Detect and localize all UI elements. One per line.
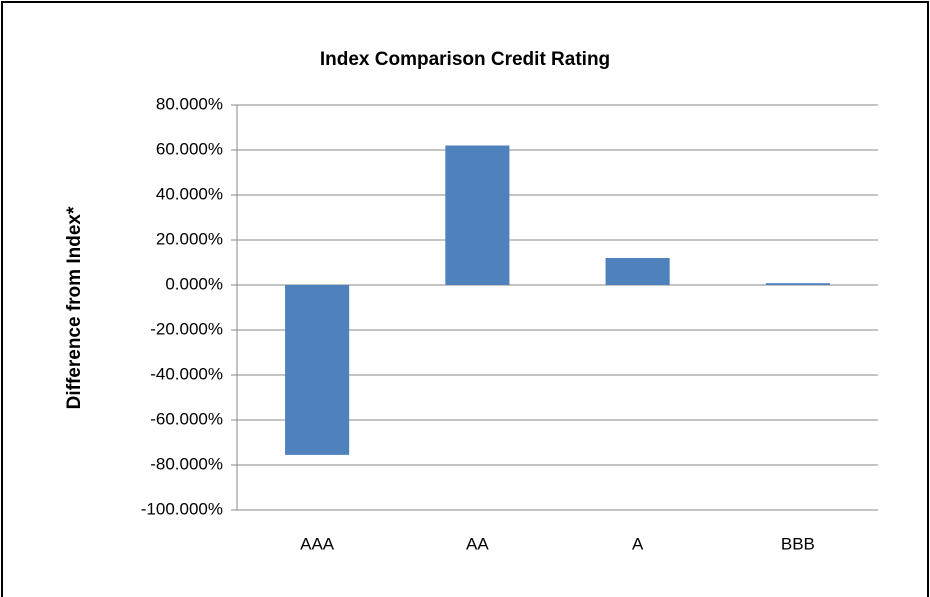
chart-title: Index Comparison Credit Rating — [320, 49, 610, 70]
bar — [285, 285, 350, 455]
y-tick-label: 20.000% — [156, 229, 223, 248]
y-tick-label: 40.000% — [156, 184, 223, 203]
bar — [765, 283, 830, 285]
y-tick-label: -60.000% — [150, 409, 223, 428]
x-tick-label: AAA — [300, 534, 335, 553]
bar — [605, 258, 670, 285]
y-tick-label: 0.000% — [165, 274, 223, 293]
y-tick-label: -100.000% — [141, 499, 223, 518]
y-tick-label: 60.000% — [156, 139, 223, 158]
y-tick-label: 80.000% — [156, 94, 223, 113]
y-tick-label: -40.000% — [150, 364, 223, 383]
x-tick-label: A — [632, 534, 644, 553]
x-tick-label: AA — [466, 534, 489, 553]
x-tick-label: BBB — [781, 534, 815, 553]
bar — [445, 145, 510, 285]
y-tick-label: -20.000% — [150, 319, 223, 338]
y-tick-label: -80.000% — [150, 454, 223, 473]
y-axis-label: Difference from Index* — [64, 206, 85, 409]
